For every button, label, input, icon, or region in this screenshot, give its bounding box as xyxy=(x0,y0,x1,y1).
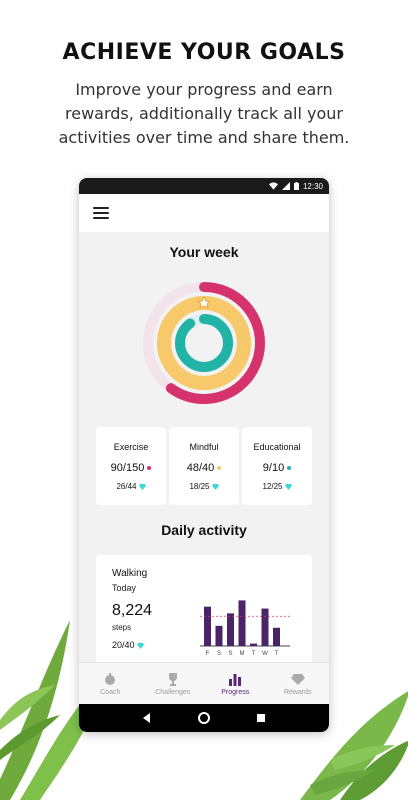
chart-bar xyxy=(238,600,246,646)
stopwatch-icon xyxy=(105,672,116,685)
chart-bar xyxy=(227,613,234,646)
stat-card-gems: 26/44 xyxy=(116,482,137,491)
home-icon[interactable] xyxy=(198,712,210,724)
bar-chart-icon xyxy=(229,673,242,686)
stat-card-label: Mindful xyxy=(189,442,219,452)
nav-coach[interactable]: Coach xyxy=(79,663,142,704)
fern-leaves-decoration xyxy=(0,620,408,800)
activity-name: Walking xyxy=(112,568,148,579)
page-subheadline: Improve your progress and earn rewards, … xyxy=(58,80,350,147)
chart-day-label: S xyxy=(228,651,232,657)
gem-icon xyxy=(138,483,146,490)
activity-goal: 20/40 xyxy=(112,640,135,650)
gem-icon xyxy=(211,483,219,490)
status-bar: 12:30 xyxy=(79,178,329,194)
stat-card-gems: 18/25 xyxy=(189,482,210,491)
stat-card-exercise[interactable]: Exercise 90/150 26/44 xyxy=(96,427,166,505)
exercise-dot-icon xyxy=(147,466,152,471)
nav-challenges[interactable]: Challenges xyxy=(142,663,205,704)
stat-card-mindful[interactable]: Mindful 48/40 18/25 xyxy=(169,427,239,505)
week-title: Your week xyxy=(169,244,239,260)
step-unit: steps xyxy=(112,623,132,632)
trophy-icon xyxy=(168,672,177,686)
status-time: 12:30 xyxy=(302,181,323,191)
nav-label: Coach xyxy=(100,688,121,696)
daily-activity-title: Daily activity xyxy=(161,522,247,538)
recents-icon[interactable] xyxy=(256,713,266,723)
nav-label: Progress xyxy=(221,688,250,696)
app-bar xyxy=(79,194,329,232)
chart-day-label: S xyxy=(217,651,221,657)
signal-icon xyxy=(281,182,290,190)
ring-progress-exercise xyxy=(143,282,265,404)
gem-icon xyxy=(136,642,144,649)
back-icon[interactable] xyxy=(142,713,152,723)
phone-screen: 12:30 Your week Exercise 90/150 26/44 Mi… xyxy=(79,178,329,732)
stat-card-gems: 12/25 xyxy=(262,482,283,491)
chart-bar xyxy=(261,608,269,646)
educational-dot-icon xyxy=(287,466,292,471)
chart-bar xyxy=(215,625,223,646)
weekly-progress-rings xyxy=(143,282,265,404)
wifi-icon xyxy=(268,182,278,190)
progress-content: Your week Exercise 90/150 26/44 Mindful … xyxy=(79,232,329,665)
chart-day-label: T xyxy=(275,651,279,657)
nav-progress[interactable]: Progress xyxy=(204,663,267,704)
nav-rewards[interactable]: Rewards xyxy=(267,663,330,704)
chart-day-label: M xyxy=(240,651,245,657)
diamond-icon xyxy=(290,673,305,685)
chart-day-label: F xyxy=(206,651,210,657)
nav-label: Rewards xyxy=(283,688,312,696)
stat-card-educational[interactable]: Educational 9/10 12/25 xyxy=(242,427,312,505)
chart-day-label: T xyxy=(252,651,256,657)
stat-card-label: Exercise xyxy=(113,442,149,452)
chart-day-label: W xyxy=(262,651,268,657)
stat-card-value: 9/10 xyxy=(262,462,285,474)
activity-period: Today xyxy=(112,583,137,593)
stat-card-value: 48/40 xyxy=(186,462,215,474)
mindful-dot-icon xyxy=(217,466,222,471)
gem-icon xyxy=(284,483,292,490)
stat-card-value: 90/150 xyxy=(110,462,145,474)
page-headline: ACHIEVE YOUR GOALS xyxy=(62,40,346,65)
nav-label: Challenges xyxy=(155,688,191,696)
ring-progress-educational xyxy=(175,314,233,372)
chart-bar xyxy=(204,606,211,646)
chart-bar xyxy=(250,643,257,646)
goal-star-icon xyxy=(196,295,212,309)
system-navigation-bar xyxy=(79,704,329,732)
chart-bar xyxy=(273,627,280,646)
battery-icon xyxy=(293,182,299,190)
bottom-navigation: Coach Challenges Progress Rewards xyxy=(79,662,329,704)
hamburger-menu-icon[interactable] xyxy=(93,207,109,219)
step-count: 8,224 xyxy=(112,602,153,619)
stat-card-label: Educational xyxy=(253,442,301,452)
